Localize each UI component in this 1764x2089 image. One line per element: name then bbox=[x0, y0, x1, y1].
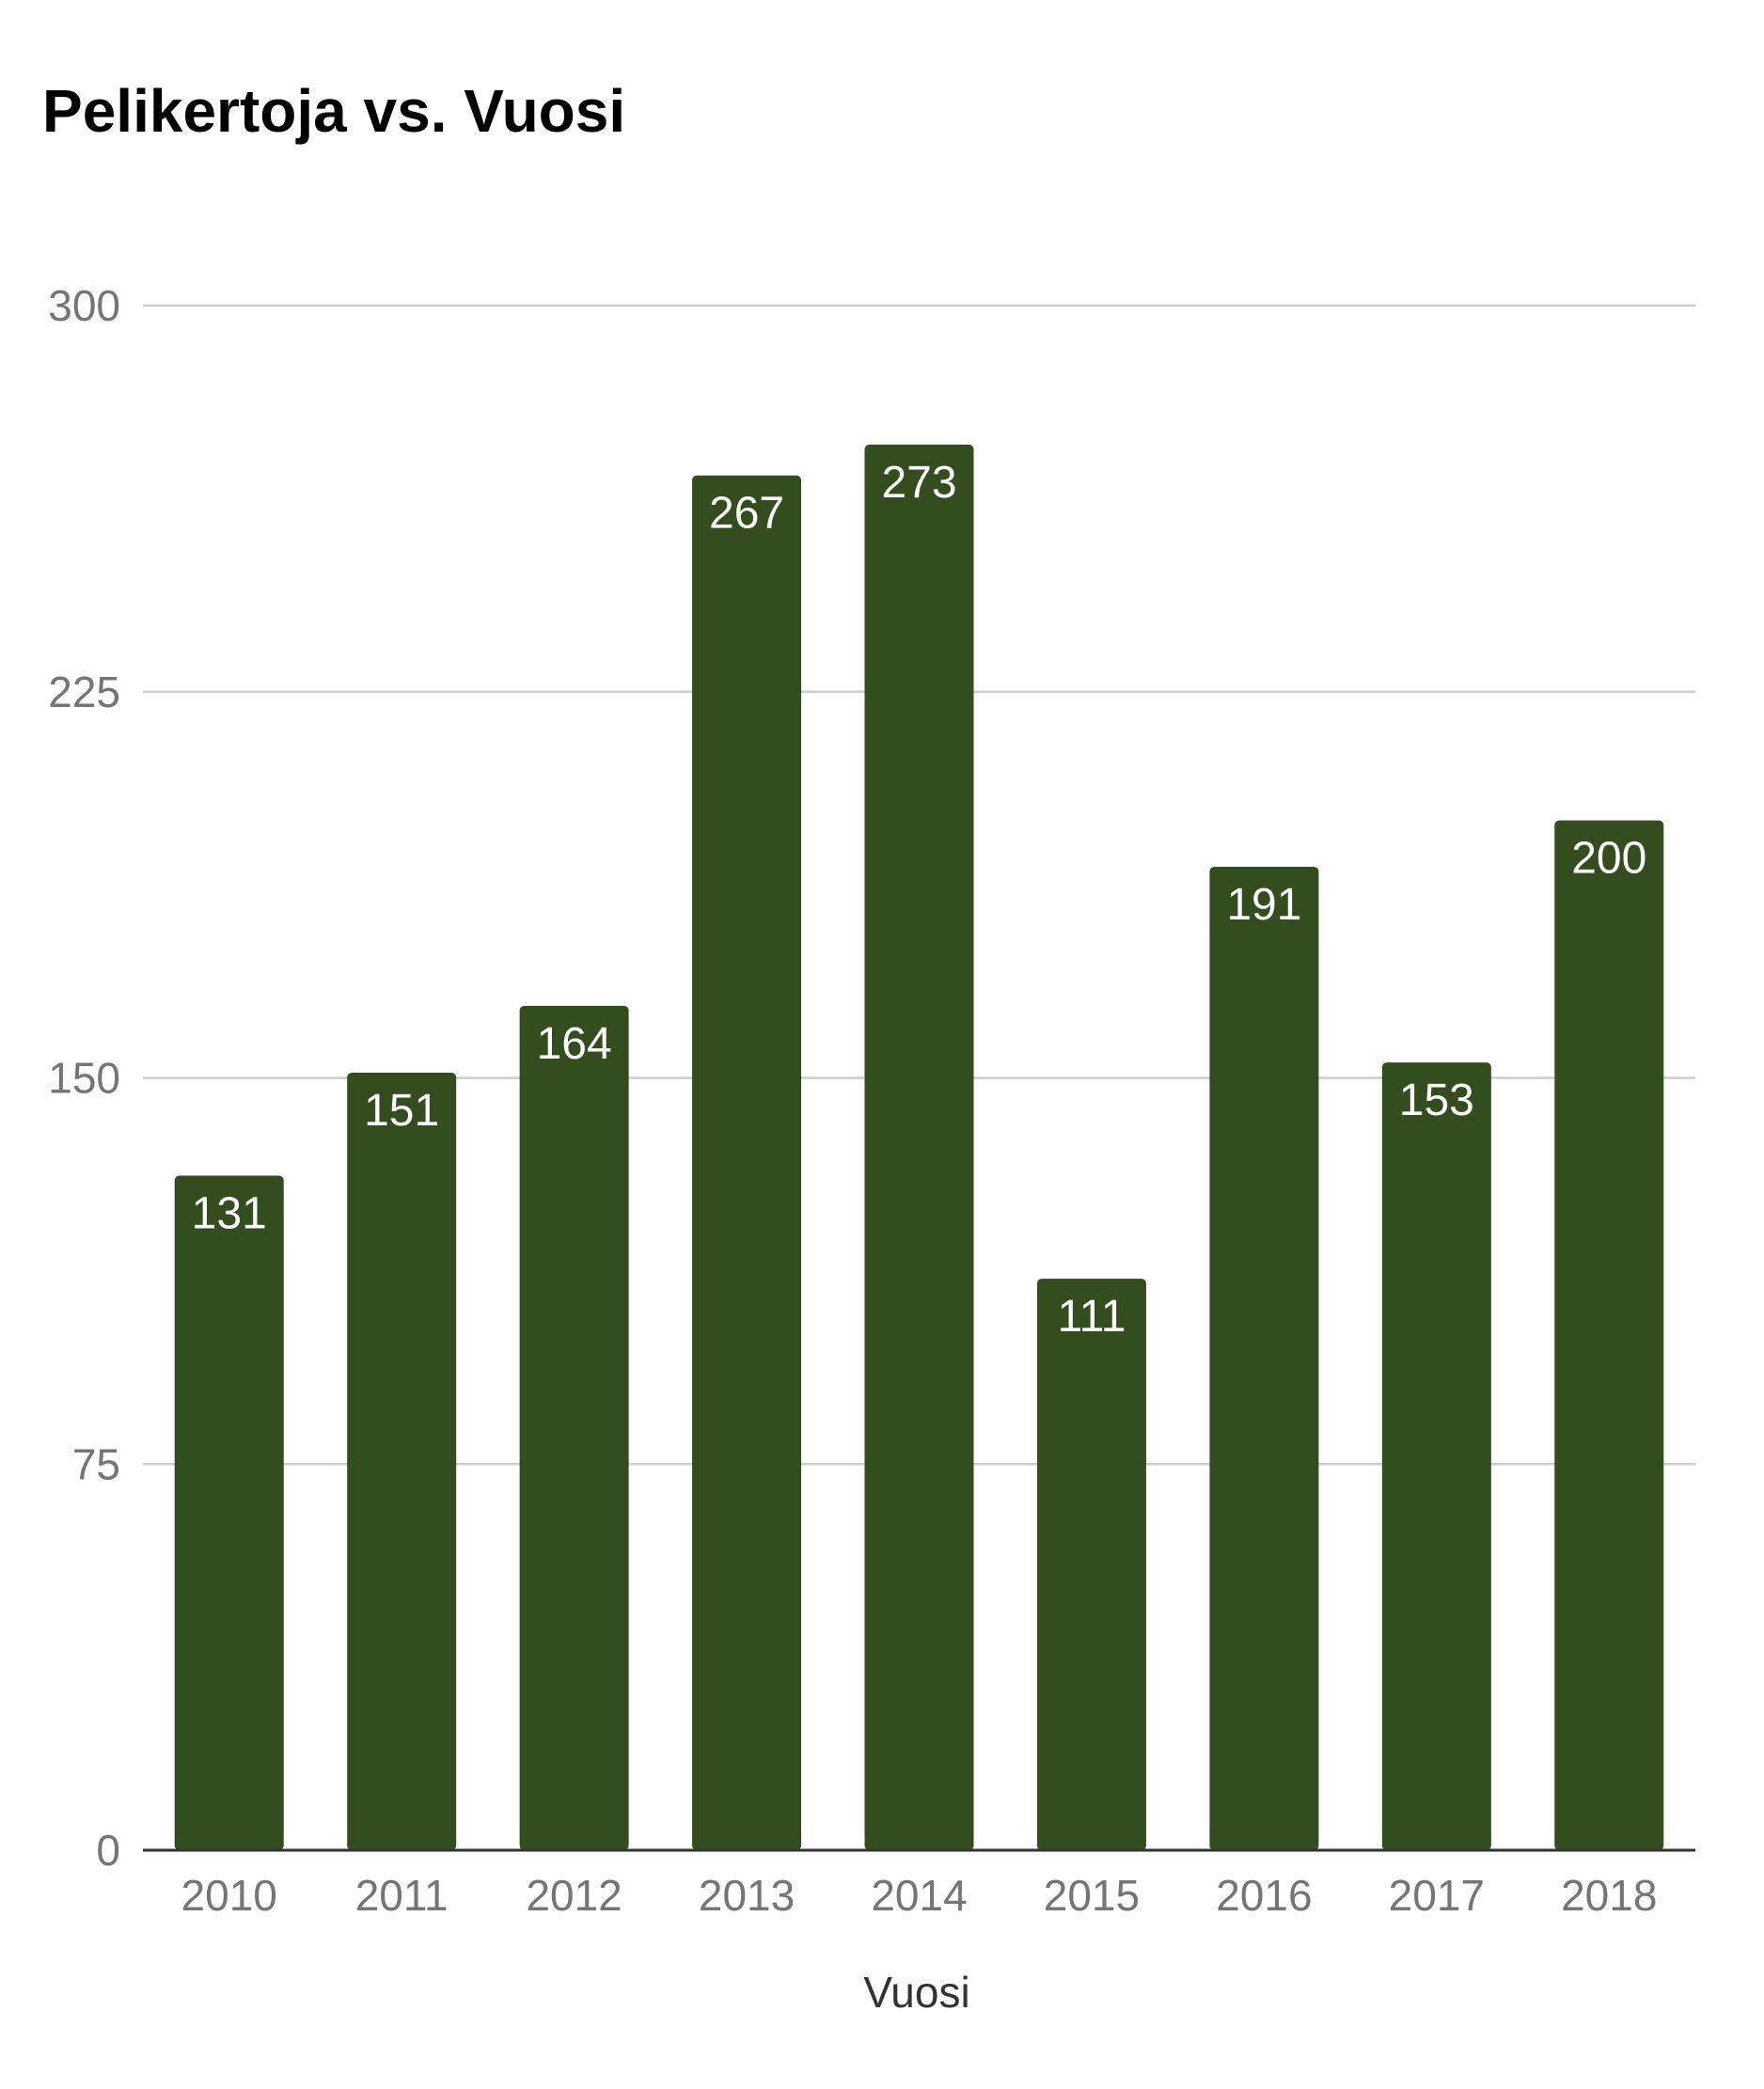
bar bbox=[864, 444, 974, 1850]
y-tick-label: 225 bbox=[48, 668, 120, 716]
chart-title: Pelikertoja vs. Vuosi bbox=[42, 77, 625, 145]
data-label: 200 bbox=[1571, 834, 1646, 884]
x-tick-label: 2015 bbox=[1044, 1871, 1140, 1920]
x-tick-label: 2011 bbox=[355, 1871, 449, 1920]
bar bbox=[1036, 1279, 1146, 1850]
data-label: 164 bbox=[537, 1019, 612, 1069]
data-label: 191 bbox=[1226, 880, 1301, 930]
bar bbox=[1554, 820, 1664, 1850]
bar bbox=[1209, 866, 1319, 1850]
bar bbox=[692, 475, 802, 1851]
x-tick-label: 2012 bbox=[526, 1871, 622, 1920]
x-tick-label: 2017 bbox=[1389, 1871, 1485, 1920]
bar bbox=[174, 1175, 284, 1850]
x-tick-label: 2018 bbox=[1561, 1871, 1657, 1920]
data-labels: 131 151 164 267 273 111 191 153 200 bbox=[192, 458, 1647, 1342]
data-label: 267 bbox=[709, 489, 784, 539]
y-axis-ticks: 0 75 150 225 300 bbox=[48, 281, 120, 1875]
data-label: 131 bbox=[192, 1189, 267, 1239]
y-tick-label: 0 bbox=[96, 1826, 120, 1875]
bar bbox=[519, 1005, 629, 1850]
x-tick-label: 2010 bbox=[181, 1871, 277, 1920]
y-tick-label: 75 bbox=[72, 1439, 120, 1488]
bar bbox=[347, 1073, 457, 1850]
data-label: 153 bbox=[1399, 1076, 1474, 1125]
data-label: 111 bbox=[1057, 1292, 1126, 1342]
bars bbox=[174, 444, 1664, 1851]
y-tick-label: 300 bbox=[48, 281, 120, 330]
y-tick-label: 150 bbox=[48, 1054, 120, 1103]
x-axis-ticks: 2010 2011 2012 2013 2014 2015 2016 2017 2018 bbox=[181, 1871, 1658, 1920]
data-label: 151 bbox=[364, 1086, 439, 1136]
x-tick-label: 2016 bbox=[1216, 1871, 1312, 1920]
x-tick-label: 2014 bbox=[871, 1871, 967, 1920]
x-axis-title: Vuosi bbox=[863, 1968, 969, 2017]
data-label: 273 bbox=[881, 458, 956, 508]
bar bbox=[1381, 1062, 1491, 1850]
x-tick-label: 2013 bbox=[699, 1871, 795, 1920]
